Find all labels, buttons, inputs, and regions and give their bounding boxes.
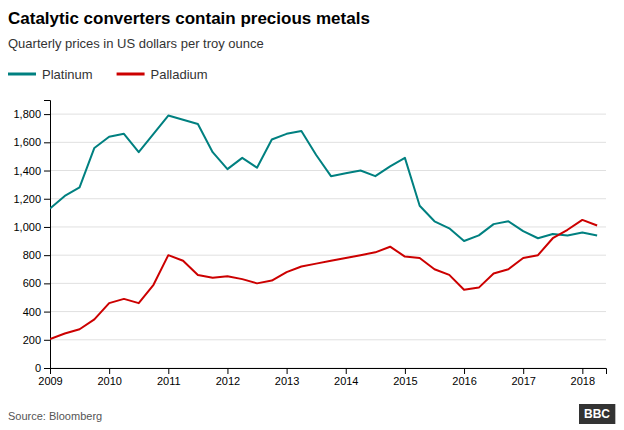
x-tick-label: 2011 [157,375,181,387]
y-tick-mark [44,142,50,143]
grid-line [50,142,606,143]
y-tick-label: 200 [23,334,41,346]
y-tick: 1,400 [13,165,50,177]
chart-container: Catalytic converters contain precious me… [0,0,624,430]
legend-label: Platinum [42,67,93,82]
y-tick-mark [44,227,50,228]
y-tick-mark [44,199,50,200]
x-tick-mark [109,368,110,374]
y-tick-label: 1,400 [13,165,41,177]
y-tick: 400 [23,306,50,318]
legend-swatch [8,73,36,76]
grid [50,114,606,368]
grid-line [50,255,606,256]
legend-item: Palladium [117,67,208,82]
y-tick-label: 1,000 [13,221,41,233]
y-tick-mark [44,114,50,115]
x-tick-label: 2014 [334,375,358,387]
annotation: BBC [579,404,615,424]
x-tick-mark [168,368,169,374]
x-tick: 2016 [452,368,476,387]
grid-line [50,114,606,115]
x-tick-mark [405,368,406,374]
x-axis: 2009 2010 2011 2012 2013 2014 2015 2016 2017 2018 [38,368,606,387]
x-tick: 2018 [571,368,595,387]
y-tick-mark [44,283,50,284]
x-tick: 2013 [275,368,299,387]
x-tick: 2011 [157,368,181,387]
y-tick-label: 1,800 [13,108,41,120]
y-tick: 1,000 [13,221,50,233]
y-tick: 1,800 [13,108,50,120]
annotation-box [579,404,615,424]
x-tick-label: 2016 [452,375,476,387]
source: Source: Bloomberg [8,410,102,422]
legend-label: Palladium [151,67,208,82]
grid-line [50,311,606,312]
y-axis: 0 200 400 600 800 1,000 1,200 1,400 1,600 1,800 [13,101,50,375]
x-tick: 2015 [393,368,417,387]
x-tick: 2014 [334,368,358,387]
grid-line [50,283,606,284]
x-tick-label: 2013 [275,375,299,387]
x-tick-label: 2017 [511,375,535,387]
x-tick-label: 2012 [216,375,240,387]
y-tick-label: 1,200 [13,193,41,205]
y-tick: 1,200 [13,193,50,205]
y-tick-label: 0 [35,362,41,374]
y-tick: 0 [35,362,50,374]
x-tick-label: 2009 [38,375,62,387]
y-tick-mark [44,312,50,313]
y-tick: 600 [23,277,50,289]
legend-swatch [117,73,145,76]
y-tick-mark [44,255,50,256]
x-tick-label: 2015 [393,375,417,387]
y-axis-line [44,101,51,369]
x-tick-mark [287,368,288,374]
lines [50,116,597,340]
x-tick-mark [346,368,347,374]
x-tick-label: 2010 [97,375,121,387]
legend: Platinum Palladium [8,67,208,82]
x-tick: 2017 [511,368,535,387]
title: Catalytic converters contain precious me… [8,9,370,28]
y-tick: 200 [23,334,50,346]
y-tick-mark [44,340,50,341]
x-tick: 2012 [216,368,240,387]
legend-item: Platinum [8,67,93,82]
x-tick-mark [464,368,465,374]
series-line [50,116,597,242]
chart-svg: Catalytic converters contain precious me… [0,0,624,430]
x-tick-mark [523,368,524,374]
x-tick-mark [582,368,583,374]
y-tick-label: 1,600 [13,136,41,148]
x-tick-mark [227,368,228,374]
x-tick: 2009 [38,368,62,387]
plot: 2009 2010 2011 2012 2013 2014 2015 2016 2017 2018… [13,101,606,387]
grid-line [50,339,606,340]
series-line [50,220,597,339]
grid-line [50,226,606,227]
y-tick: 1,600 [13,136,50,148]
y-tick-label: 600 [23,277,41,289]
annotation-text: BBC [584,407,610,421]
grid-line [50,198,606,199]
subtitle: Quarterly prices in US dollars per troy … [8,36,264,51]
y-tick-label: 800 [23,249,41,261]
y-tick-mark [44,368,50,369]
y-tick-label: 400 [23,306,41,318]
x-tick: 2010 [97,368,121,387]
y-tick: 800 [23,249,50,261]
x-axis-line [51,369,607,375]
x-tick-label: 2018 [571,375,595,387]
y-tick-mark [44,171,50,172]
